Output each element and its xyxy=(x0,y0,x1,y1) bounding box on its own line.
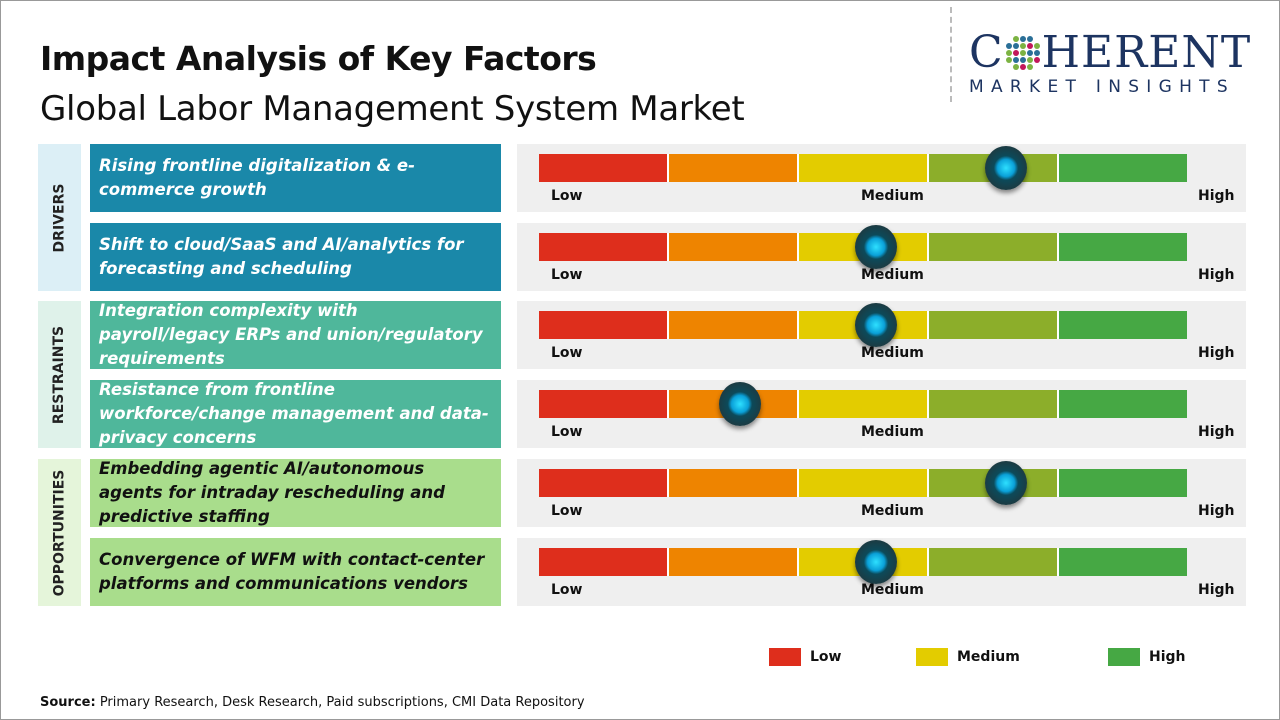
gauge-segment xyxy=(799,469,929,497)
gauge-high-label: High xyxy=(1198,503,1235,519)
gauge-segment xyxy=(539,548,669,576)
impact-gauge: Low Medium High xyxy=(517,301,1246,369)
category-opportunities: OPPORTUNITIES xyxy=(38,459,81,606)
coherent-logo: C HERENT MARKET INSIGHTS xyxy=(969,27,1252,98)
category-label: OPPORTUNITIES xyxy=(51,469,68,596)
gauge-bar xyxy=(539,311,1187,339)
gauge-knob-icon xyxy=(984,146,1027,190)
category-label: DRIVERS xyxy=(51,183,68,252)
gauge-high-label: High xyxy=(1198,188,1235,204)
gauge-medium-label: Medium xyxy=(861,267,924,283)
gauge-medium-label: Medium xyxy=(861,582,924,598)
impact-gauge: Low Medium High xyxy=(517,223,1246,291)
gauge-low-label: Low xyxy=(551,582,583,598)
gauge-segment xyxy=(539,469,669,497)
gauge-medium-label: Medium xyxy=(861,424,924,440)
gauge-segment xyxy=(539,233,669,261)
factor-box: Rising frontline digitalization & e-comm… xyxy=(90,144,501,212)
gauge-knob-icon xyxy=(984,461,1027,505)
gauge-segment xyxy=(539,154,669,182)
gauge-segment xyxy=(1059,390,1187,418)
factor-box: Convergence of WFM with contact-center p… xyxy=(90,538,501,606)
gauge-medium-label: Medium xyxy=(861,503,924,519)
gauge-segment xyxy=(929,548,1059,576)
legend-item: Medium xyxy=(916,648,1020,666)
legend-swatch xyxy=(916,648,948,666)
category-label: RESTRAINTS xyxy=(51,325,68,424)
gauge-segment xyxy=(1059,311,1187,339)
factor-box: Integration complexity with payroll/lega… xyxy=(90,301,501,369)
gauge-segment xyxy=(1059,548,1187,576)
gauge-high-label: High xyxy=(1198,345,1235,361)
gauge-segment xyxy=(669,548,799,576)
source-label: Source: xyxy=(40,695,96,710)
gauge-high-label: High xyxy=(1198,267,1235,283)
gauge-low-label: Low xyxy=(551,188,583,204)
page-title: Impact Analysis of Key Factors xyxy=(40,39,597,78)
gauge-segment xyxy=(669,233,799,261)
legend-swatch xyxy=(1108,648,1140,666)
divider xyxy=(950,7,952,102)
gauge-bar xyxy=(539,390,1187,418)
gauge-segment xyxy=(799,390,929,418)
legend-label: Medium xyxy=(957,649,1020,665)
gauge-low-label: Low xyxy=(551,345,583,361)
legend-item: Low xyxy=(769,648,841,666)
gauge-segment xyxy=(669,154,799,182)
factor-box: Embedding agentic AI/autonomous agents f… xyxy=(90,459,501,527)
category-restraints: RESTRAINTS xyxy=(38,301,81,448)
legend-swatch xyxy=(769,648,801,666)
legend-label: Low xyxy=(810,649,842,665)
gauge-segment xyxy=(669,469,799,497)
gauge-segment xyxy=(929,390,1059,418)
gauge-low-label: Low xyxy=(551,424,583,440)
gauge-segment xyxy=(1059,469,1187,497)
gauge-low-label: Low xyxy=(551,267,583,283)
gauge-segment xyxy=(539,311,669,339)
gauge-segment xyxy=(539,390,669,418)
source-note: Source: Primary Research, Desk Research,… xyxy=(40,695,585,710)
gauge-segment xyxy=(929,311,1059,339)
category-drivers: DRIVERS xyxy=(38,144,81,291)
page-subtitle: Global Labor Management System Market xyxy=(40,89,745,129)
gauge-bar xyxy=(539,154,1187,182)
factor-box: Resistance from frontline workforce/chan… xyxy=(90,380,501,448)
source-text: Primary Research, Desk Research, Paid su… xyxy=(95,695,585,710)
gauge-knob-icon xyxy=(854,225,897,269)
gauge-knob-icon xyxy=(854,540,897,584)
gauge-segment xyxy=(1059,233,1187,261)
factor-box: Shift to cloud/SaaS and AI/analytics for… xyxy=(90,223,501,291)
gauge-knob-icon xyxy=(854,303,897,347)
impact-gauge: Low Medium High xyxy=(517,380,1246,448)
gauge-low-label: Low xyxy=(551,503,583,519)
gauge-segment xyxy=(929,233,1059,261)
legend-item: High xyxy=(1108,648,1186,666)
gauge-segment xyxy=(1059,154,1187,182)
legend-label: High xyxy=(1149,649,1186,665)
gauge-high-label: High xyxy=(1198,424,1235,440)
logo-globe-icon xyxy=(1005,36,1040,70)
gauge-knob-icon xyxy=(718,382,761,426)
impact-gauge: Low Medium High xyxy=(517,459,1246,527)
gauge-segment xyxy=(669,311,799,339)
gauge-medium-label: Medium xyxy=(861,188,924,204)
gauge-segment xyxy=(799,154,929,182)
gauge-medium-label: Medium xyxy=(861,345,924,361)
impact-gauge: Low Medium High xyxy=(517,538,1246,606)
gauge-high-label: High xyxy=(1198,582,1235,598)
gauge-bar xyxy=(539,469,1187,497)
impact-gauge: Low Medium High xyxy=(517,144,1246,212)
